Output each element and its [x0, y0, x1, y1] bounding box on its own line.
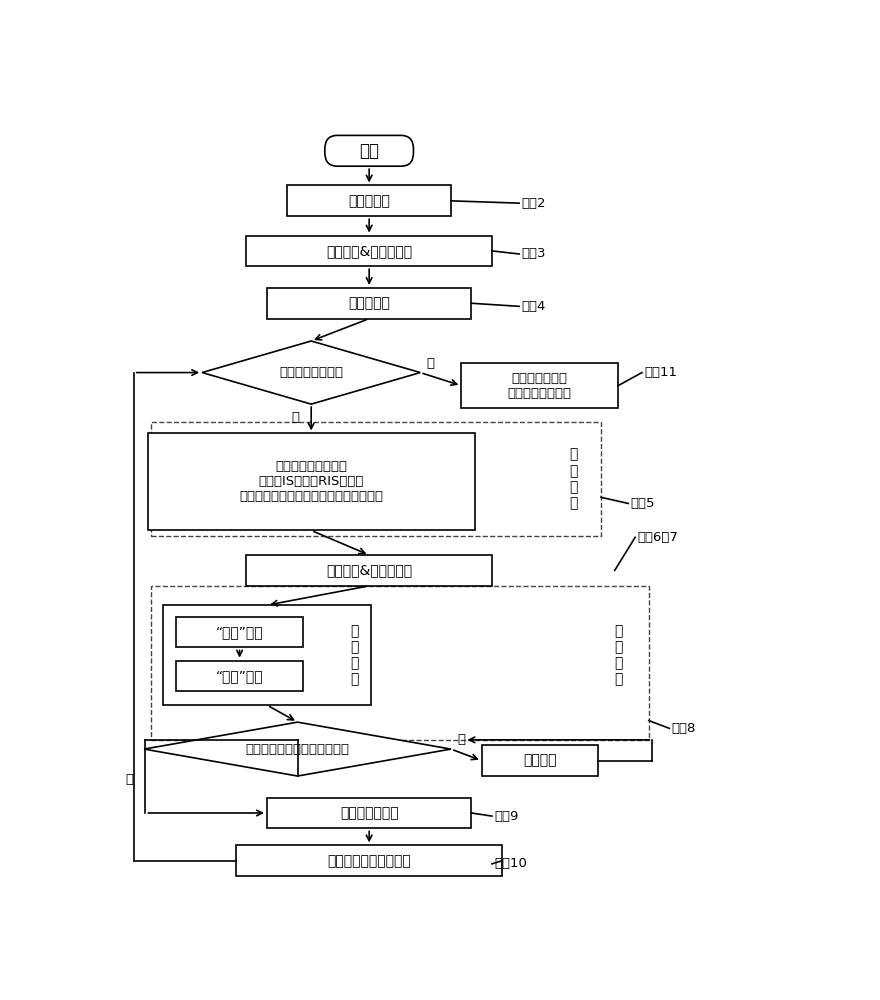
Text: 建立基因库: 建立基因库 — [348, 296, 390, 310]
FancyBboxPatch shape — [481, 745, 598, 776]
Text: 步骤11: 步骤11 — [644, 366, 677, 379]
FancyBboxPatch shape — [325, 135, 414, 166]
FancyBboxPatch shape — [246, 235, 492, 266]
Text: 自
然
进
化: 自 然 进 化 — [569, 448, 578, 510]
FancyBboxPatch shape — [288, 185, 451, 216]
Text: 否: 否 — [126, 773, 134, 786]
Text: 步骤2: 步骤2 — [521, 197, 546, 210]
Text: 步骤4: 步骤4 — [521, 300, 546, 313]
Text: 是: 是 — [427, 357, 435, 370]
Text: 解码个体&评价适应度: 解码个体&评价适应度 — [326, 244, 412, 258]
Text: 步骤5: 步骤5 — [630, 497, 655, 510]
FancyBboxPatch shape — [267, 798, 472, 828]
Text: 步骤6、7: 步骤6、7 — [637, 531, 678, 544]
Text: 变异操作、倒串操作
插串（IS插串、RIS插串）
交叉（单点重组、两点重组、基因重组）: 变异操作、倒串操作 插串（IS插串、RIS插串） 交叉（单点重组、两点重组、基因… — [239, 460, 383, 503]
Polygon shape — [144, 722, 451, 776]
Text: 达到最大迭代次数: 达到最大迭代次数 — [279, 366, 343, 379]
Text: 人
工
干
预: 人 工 干 预 — [614, 624, 622, 686]
Text: 解码个体&评价适应度: 解码个体&评价适应度 — [326, 563, 412, 577]
Text: 是: 是 — [458, 733, 466, 746]
Polygon shape — [202, 341, 421, 404]
FancyBboxPatch shape — [177, 661, 303, 691]
Text: 判断种群多样性是否满足条件: 判断种群多样性是否满足条件 — [246, 743, 349, 756]
Text: 步骤9: 步骤9 — [494, 810, 518, 823]
Text: 步骤10: 步骤10 — [494, 857, 527, 870]
Text: “增优”操作: “增优”操作 — [216, 669, 263, 683]
Text: 种群干预: 种群干预 — [523, 754, 556, 768]
FancyBboxPatch shape — [461, 363, 618, 408]
Text: 个
体
干
预: 个 体 干 预 — [350, 624, 358, 686]
Text: 否: 否 — [291, 411, 299, 424]
Text: “去劣”操作: “去劣”操作 — [216, 625, 263, 639]
Text: 步骤8: 步骤8 — [671, 722, 696, 735]
FancyBboxPatch shape — [148, 433, 475, 530]
Text: 步骤3: 步骤3 — [521, 247, 546, 260]
FancyBboxPatch shape — [267, 288, 472, 319]
Text: 选取最优个体，
解码成数学表达式: 选取最优个体， 解码成数学表达式 — [508, 372, 572, 400]
FancyBboxPatch shape — [246, 555, 492, 586]
FancyBboxPatch shape — [177, 617, 303, 647]
FancyBboxPatch shape — [163, 605, 371, 705]
Text: 开始: 开始 — [359, 142, 379, 160]
Text: 精英策略的锦标赛选择: 精英策略的锦标赛选择 — [327, 854, 411, 868]
FancyBboxPatch shape — [236, 845, 502, 876]
Text: 更新优质基因库: 更新优质基因库 — [340, 806, 399, 820]
Text: 种群初始化: 种群初始化 — [348, 194, 390, 208]
